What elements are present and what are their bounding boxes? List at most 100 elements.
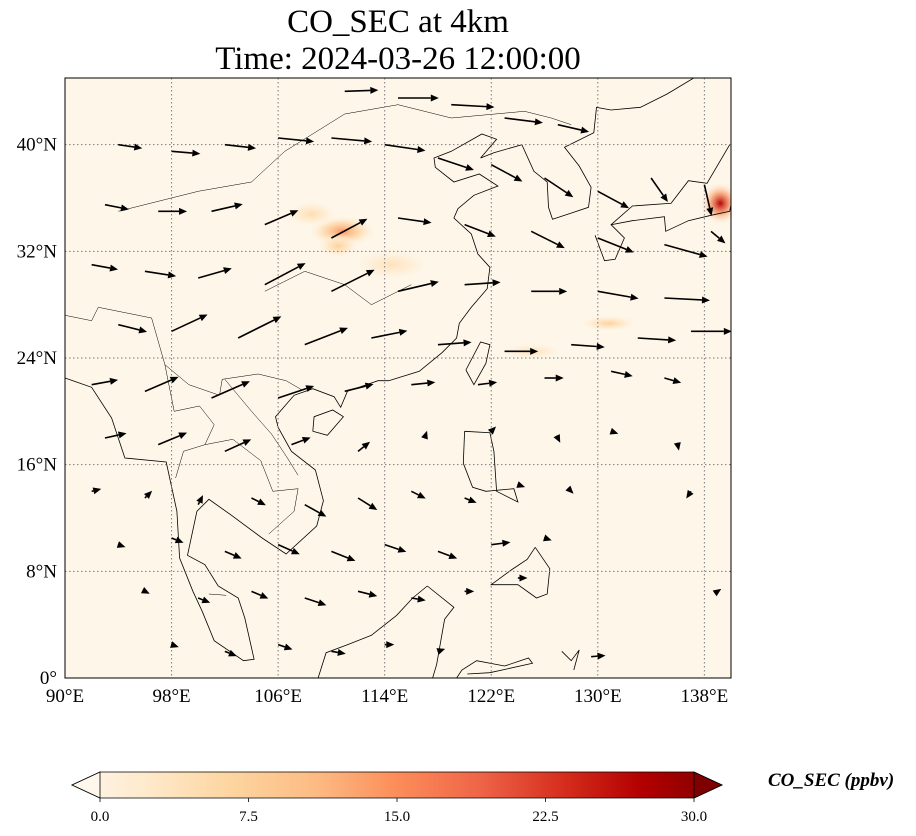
wind-arrow <box>224 649 237 657</box>
colorbar-tick-label: 7.5 <box>239 809 258 825</box>
map-subtitle-time: Time: 2024-03-26 12:00:00 <box>215 41 581 77</box>
wind-arrow <box>411 595 426 603</box>
coastline-segment <box>610 144 731 226</box>
wind-arrow <box>553 434 561 443</box>
wind-arrow <box>544 177 574 198</box>
wind-arrow <box>490 163 523 182</box>
wind-arrow <box>597 290 639 301</box>
wind-arrow <box>543 534 552 542</box>
wind-arrow <box>91 263 119 272</box>
latitude-tick-label: 32°N <box>17 241 58 262</box>
wind-arrow <box>157 432 188 446</box>
wind-arrow <box>331 137 373 145</box>
wind-arrow <box>384 641 395 649</box>
coastline-layer <box>65 78 731 678</box>
wind-arrow <box>224 143 257 151</box>
wind-arrow <box>278 137 315 145</box>
wind-arrow <box>410 490 426 499</box>
wind-arrow <box>637 336 677 344</box>
wind-arrow <box>464 223 496 238</box>
colorbar-body <box>71 771 723 799</box>
wind-arrow <box>251 497 266 506</box>
wind-arrow <box>91 377 119 386</box>
wind-arrow <box>516 481 526 488</box>
wind-arrow <box>686 489 694 499</box>
latitude-tick-label: 8°N <box>26 561 57 582</box>
wind-arrow <box>211 381 250 399</box>
border-segment <box>118 104 572 212</box>
border-segment <box>224 379 299 476</box>
wind-arrow <box>357 497 378 510</box>
wind-arrow <box>571 343 605 350</box>
wind-arrow <box>397 217 432 226</box>
wind-arrow <box>158 207 188 215</box>
wind-arrow <box>171 149 201 157</box>
wind-arrow <box>118 323 148 334</box>
latitude-tick-label: 24°N <box>17 348 58 369</box>
wind-arrow <box>504 347 539 355</box>
wind-arrow <box>118 143 143 151</box>
wind-arrow <box>609 427 619 435</box>
gridline-layer <box>65 78 731 678</box>
coastline-segment <box>465 341 491 386</box>
wind-arrow <box>491 539 511 547</box>
colorbar-extend-min <box>71 771 101 799</box>
longitude-tick-label: 122°E <box>467 686 515 707</box>
wind-arrow <box>357 441 371 452</box>
wind-arrow <box>610 370 633 378</box>
wind-arrow <box>712 588 722 597</box>
wind-arrow <box>557 123 590 134</box>
wind-arrow <box>664 243 708 258</box>
colorbar-tick-label: 0.0 <box>91 809 110 825</box>
wind-arrow <box>436 648 446 655</box>
wind-arrow <box>664 296 710 304</box>
wind-arrow <box>357 590 378 598</box>
wind-vector-layer <box>91 86 731 660</box>
coastline-segment <box>65 78 694 662</box>
wind-arrow <box>140 587 150 594</box>
coastline-segment <box>462 430 519 503</box>
map-plot-area <box>65 78 731 678</box>
wind-arrow <box>170 641 179 648</box>
wind-arrow <box>565 485 574 494</box>
wind-arrow <box>224 439 252 453</box>
wind-arrow <box>331 218 368 239</box>
wind-arrow <box>344 382 374 393</box>
wind-arrow <box>530 230 565 249</box>
wind-arrow <box>331 269 375 293</box>
wind-arrow <box>673 442 681 451</box>
wind-arrow <box>291 436 311 446</box>
map-frame <box>64 77 732 679</box>
wind-arrow <box>371 328 408 339</box>
colorbar-extend-max <box>693 771 723 799</box>
wind-arrow <box>264 210 299 226</box>
wind-arrow <box>197 596 211 604</box>
wind-arrow <box>344 86 379 94</box>
wind-arrow <box>304 503 327 517</box>
wind-arrow <box>171 314 208 333</box>
wind-arrow <box>710 230 726 244</box>
wind-arrow <box>464 279 501 287</box>
wind-arrow <box>277 643 293 651</box>
wind-arrow <box>411 379 436 387</box>
wind-arrow <box>144 270 177 279</box>
colorbar-label: CO_SEC (ppbv) <box>768 770 895 791</box>
latitude-tick-label: 0° <box>40 668 57 689</box>
wind-arrow <box>437 550 458 560</box>
border-segment <box>175 444 205 479</box>
wind-arrow <box>487 426 497 435</box>
co-plume <box>284 200 339 228</box>
wind-arrow <box>597 190 629 209</box>
wind-arrow <box>143 490 153 499</box>
latitude-tick-labels: 0° 8°N 16°N 24°N 32°N 40°N <box>17 135 58 689</box>
longitude-tick-label: 114°E <box>361 686 408 707</box>
wind-arrow <box>304 327 348 346</box>
wind-arrow <box>211 202 243 213</box>
co-plume <box>700 182 731 225</box>
wind-arrow <box>91 487 102 495</box>
wind-arrow <box>277 543 300 555</box>
latitude-tick-label: 40°N <box>17 135 58 156</box>
wind-arrow <box>237 316 282 339</box>
wind-arrow <box>398 94 439 102</box>
wind-arrow <box>477 379 498 387</box>
